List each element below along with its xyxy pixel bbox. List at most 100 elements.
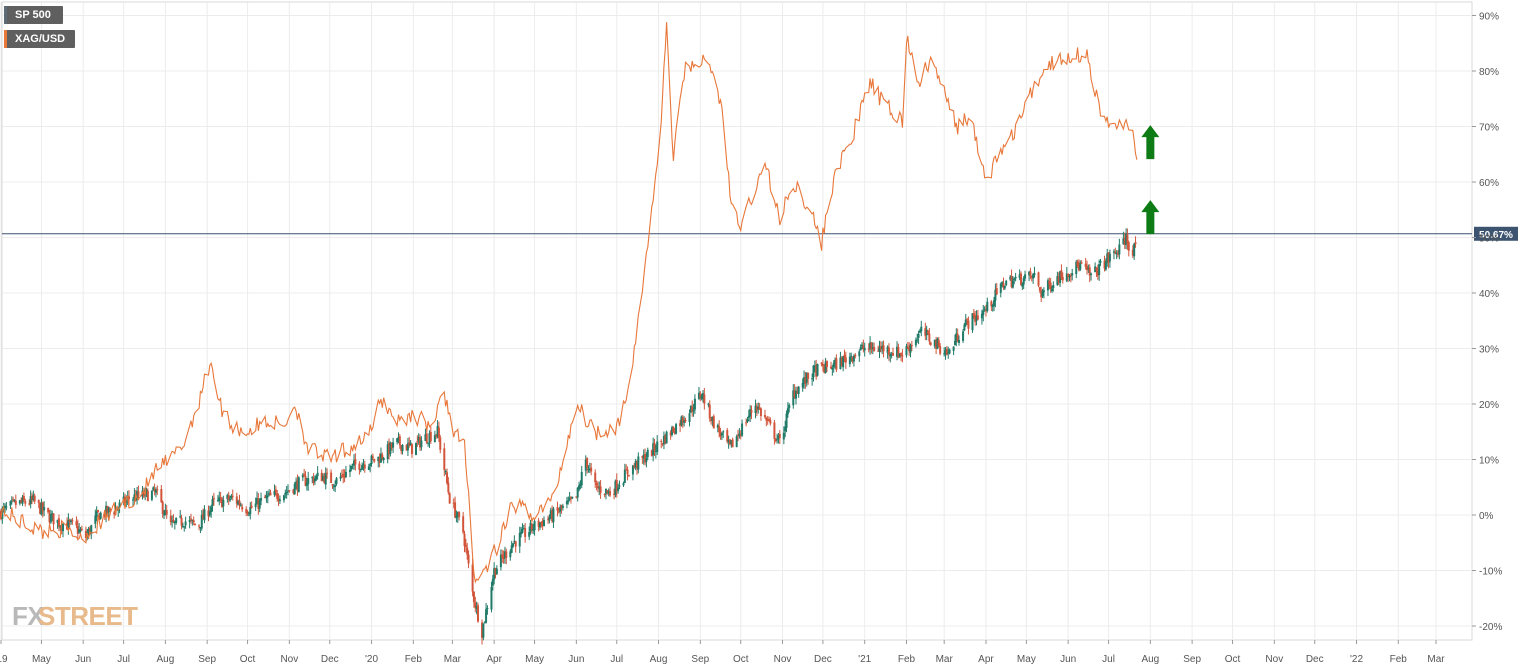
sp500-candle-body [578, 485, 581, 490]
sp500-candle-body [51, 513, 54, 516]
sp500-candle-body [1030, 275, 1033, 278]
sp500-candle-body [203, 509, 206, 521]
sp500-candle-body [618, 485, 621, 487]
sp500-candle-body [153, 489, 156, 492]
sp500-candle-body [128, 496, 131, 500]
sp500-candle-body [551, 510, 554, 522]
sp500-candle-body [684, 419, 687, 422]
x-tick-label: Dec [1306, 654, 1324, 665]
sp500-candle-body [623, 469, 626, 483]
sp500-candle-body [805, 372, 808, 383]
watermark-fx: FX [12, 601, 45, 631]
sp500-candle-body [873, 346, 876, 352]
sp500-candle-body [844, 357, 847, 363]
sp500-candle-body [727, 439, 730, 443]
x-tick-label: Aug [156, 654, 174, 665]
sp500-candle-body [746, 419, 749, 422]
sp500-candle-body [796, 392, 799, 394]
sp500-candle-body [901, 355, 904, 357]
legend-swatch-sp500 [4, 6, 7, 24]
sp500-candle-body [1059, 271, 1062, 283]
sp500-candle-body [914, 339, 917, 346]
sp500-candle-body [424, 434, 427, 441]
sp500-candle-body [373, 458, 376, 462]
sp500-candle-body [662, 436, 665, 445]
sp500-candle-body [389, 442, 392, 454]
sp500-candle-body [669, 432, 672, 436]
sp500-candle-body [974, 314, 977, 322]
sp500-candle-body [1071, 273, 1074, 276]
sp500-candle-body [443, 448, 446, 470]
sp500-candle-body [982, 310, 985, 316]
sp500-candle-body [737, 435, 740, 437]
sp500-candle-body [39, 503, 42, 514]
sp500-candle-body [999, 283, 1002, 293]
sp500-candle-body [282, 495, 285, 501]
sp500-candle-body [862, 345, 865, 350]
sp500-candle-body [288, 490, 291, 492]
sp500-candle-body [1011, 280, 1014, 288]
x-tick-label: Jul [117, 654, 130, 665]
sp500-candle-body [28, 503, 31, 505]
sp500-candle-body [588, 468, 591, 471]
sp500-candle-body [834, 359, 837, 364]
sp500-candle-body [571, 496, 574, 499]
sp500-candle-body [371, 456, 374, 458]
x-tick-label: Aug [1141, 654, 1159, 665]
sp500-candle-body [88, 528, 91, 534]
sp500-candle-body [237, 501, 240, 505]
sp500-candle-body [296, 480, 299, 491]
sp500-candle-body [1134, 242, 1137, 245]
sp500-candle-body [379, 453, 382, 463]
sp500-candle-body [396, 438, 399, 443]
sp500-candle-body [1022, 277, 1025, 285]
sp500-candle-body [392, 442, 395, 448]
x-tick-label: Jun [75, 654, 91, 665]
sp500-candle-body [976, 315, 979, 320]
sp500-candle-body [305, 483, 308, 487]
sp500-candle-body [681, 417, 684, 423]
sp500-candle-body [575, 496, 578, 498]
sp500-candle-body [250, 505, 253, 508]
sp500-candle-body [304, 476, 307, 486]
sp500-candle-body [1126, 234, 1129, 244]
y-tick-label: 70% [1479, 123, 1499, 134]
sp500-candle-body [832, 363, 835, 368]
sp500-candle-body [590, 467, 593, 472]
sp500-candle-body [249, 507, 252, 515]
sp500-candle-body [966, 319, 969, 321]
sp500-candle-body [1118, 244, 1121, 255]
y-tick-label: 40% [1479, 289, 1499, 300]
sp500-candle-body [735, 436, 738, 448]
sp500-candle-body [807, 372, 810, 379]
sp500-candle-body [785, 413, 788, 428]
sp500-candle-body [680, 416, 683, 426]
sp500-candle-body [353, 460, 356, 466]
sp500-candle-body [586, 458, 589, 469]
sp500-candle-body [429, 432, 432, 442]
x-tick-label: May [525, 654, 544, 665]
sp500-candle-body [256, 498, 259, 505]
sp500-candle-body [664, 435, 667, 444]
y-axis: 90% 80% 70% 60% 50% 40% 30% 20% 10% 0% -10% -20% [1472, 12, 1502, 633]
sp500-candle-body [501, 554, 504, 558]
legend-item-sp500[interactable]: SP 500 [4, 6, 63, 24]
sp500-candle-body [815, 364, 818, 377]
sp500-candle-body [67, 519, 70, 529]
sp500-candle-body [1009, 276, 1012, 280]
sp500-candle-body [377, 456, 380, 462]
sp500-candle-body [529, 522, 532, 532]
sp500-candle-body [830, 366, 833, 369]
sp500-candle-body [188, 520, 191, 522]
sp500-candle-body [435, 434, 438, 436]
sp500-candle-body [447, 482, 450, 493]
sp500-candle-body [953, 341, 956, 346]
legend-item-xagusd[interactable]: XAG/USD [4, 30, 75, 48]
sp500-candle-body [499, 554, 502, 568]
sp500-candle-body [1057, 276, 1060, 283]
sp500-candle-body [369, 464, 372, 466]
sp500-candle-body [437, 427, 440, 438]
x-tick-label: Jun [568, 654, 584, 665]
sp500-candle-body [514, 541, 517, 547]
sp500-candle-body [870, 342, 873, 350]
